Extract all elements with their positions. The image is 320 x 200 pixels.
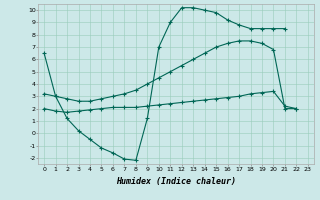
X-axis label: Humidex (Indice chaleur): Humidex (Indice chaleur) [116, 177, 236, 186]
